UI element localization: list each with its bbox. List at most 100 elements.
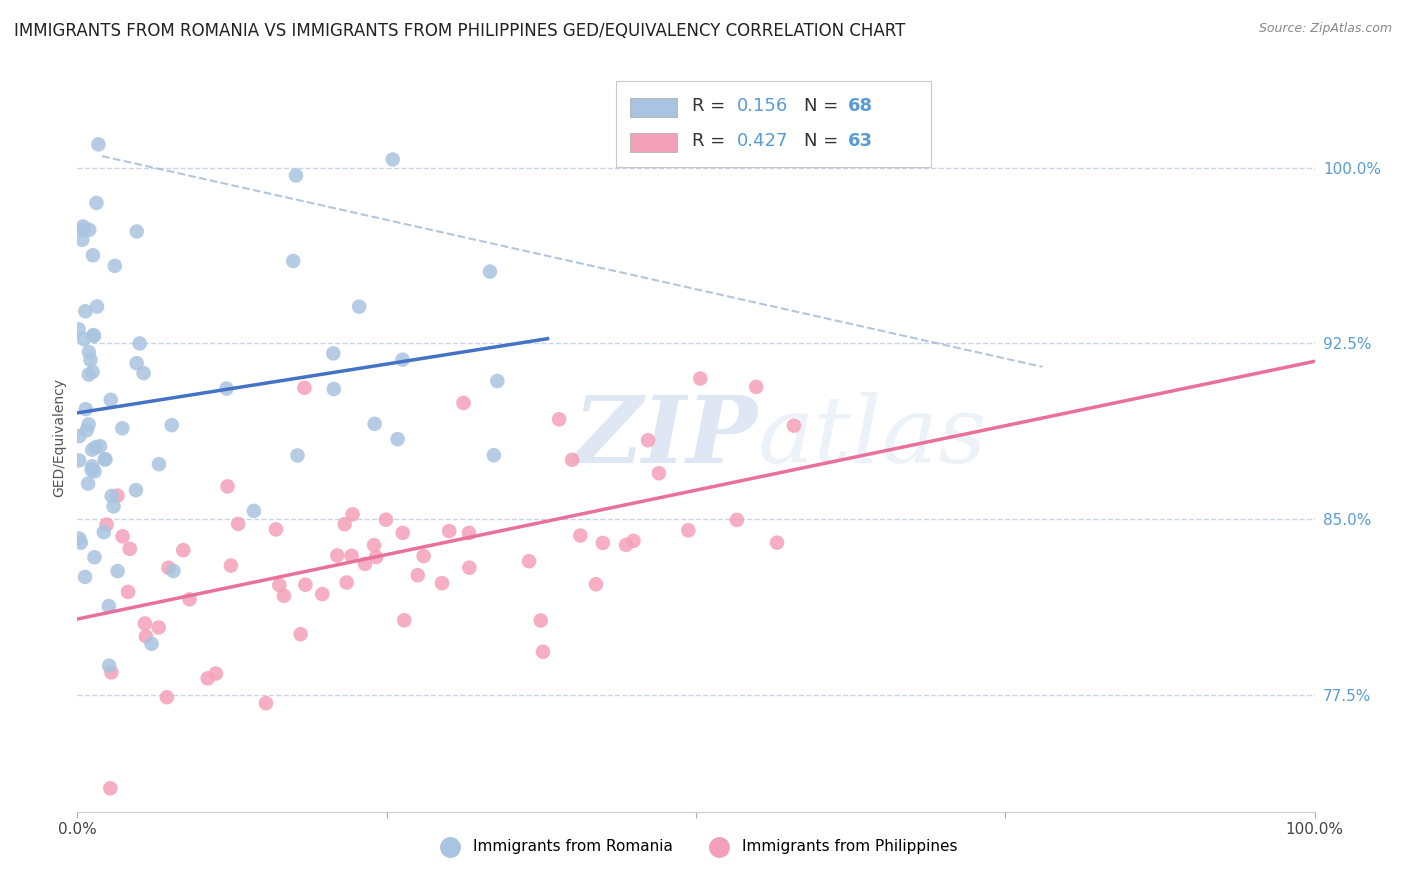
Point xyxy=(76,423,98,437)
Point xyxy=(219,558,242,573)
Point xyxy=(269,578,291,592)
Point xyxy=(412,549,434,563)
Bar xyxy=(630,133,678,153)
Point xyxy=(342,508,364,522)
Text: 0.427: 0.427 xyxy=(737,132,789,150)
Point xyxy=(283,254,305,268)
Point xyxy=(623,533,645,548)
Point xyxy=(162,564,184,578)
Point xyxy=(363,538,385,552)
Point xyxy=(135,629,157,643)
Legend: Immigrants from Romania, Immigrants from Philippines: Immigrants from Romania, Immigrants from… xyxy=(429,833,963,860)
Point xyxy=(132,366,155,380)
Point xyxy=(98,658,121,673)
Point xyxy=(96,517,118,532)
Text: atlas: atlas xyxy=(758,392,987,482)
Point xyxy=(72,233,94,247)
Point xyxy=(458,560,481,574)
Point xyxy=(67,429,90,443)
Point xyxy=(585,577,607,591)
Point xyxy=(745,380,768,394)
Point xyxy=(82,365,104,379)
Point xyxy=(98,781,121,796)
Point xyxy=(363,417,385,431)
Point xyxy=(125,225,148,239)
Point xyxy=(94,452,117,467)
Point xyxy=(83,550,105,565)
Point xyxy=(333,517,356,532)
Point xyxy=(226,516,249,531)
Point xyxy=(87,137,110,152)
Point xyxy=(453,396,475,410)
Point xyxy=(79,352,101,367)
Text: R =: R = xyxy=(692,132,731,150)
Point xyxy=(387,432,409,446)
Point xyxy=(322,346,344,360)
Point xyxy=(157,561,180,575)
Point xyxy=(67,453,90,467)
Text: Source: ZipAtlas.com: Source: ZipAtlas.com xyxy=(1258,22,1392,36)
Text: N =: N = xyxy=(804,132,844,150)
Point xyxy=(82,442,104,457)
Point xyxy=(93,452,115,467)
Text: 63: 63 xyxy=(848,132,873,150)
Point xyxy=(107,564,129,578)
Point xyxy=(86,300,108,314)
Point xyxy=(322,382,344,396)
Point xyxy=(84,440,107,454)
FancyBboxPatch shape xyxy=(616,81,931,168)
Point xyxy=(217,479,239,493)
Point xyxy=(160,418,183,433)
Text: 68: 68 xyxy=(848,97,873,115)
Point xyxy=(77,417,100,432)
Text: R =: R = xyxy=(692,97,731,115)
Point xyxy=(548,412,571,426)
Point xyxy=(141,637,163,651)
Point xyxy=(82,248,104,262)
Point xyxy=(437,524,460,538)
Point xyxy=(614,538,637,552)
Point xyxy=(243,504,266,518)
Point xyxy=(766,535,789,549)
Point xyxy=(205,666,228,681)
Point xyxy=(326,549,349,563)
Point xyxy=(273,589,295,603)
Point xyxy=(82,328,104,343)
Text: IMMIGRANTS FROM ROMANIA VS IMMIGRANTS FROM PHILIPPINES GED/EQUIVALENCY CORRELATI: IMMIGRANTS FROM ROMANIA VS IMMIGRANTS FR… xyxy=(14,22,905,40)
Point xyxy=(254,696,277,710)
Point xyxy=(77,345,100,359)
Point xyxy=(215,382,238,396)
Point xyxy=(156,690,179,705)
Y-axis label: GED/Equivalency: GED/Equivalency xyxy=(52,377,66,497)
Point xyxy=(148,457,170,471)
Point xyxy=(77,476,100,491)
Bar xyxy=(630,97,678,117)
Point xyxy=(294,578,316,592)
Point xyxy=(111,529,134,543)
Point xyxy=(70,535,93,549)
Point xyxy=(406,568,429,582)
Point xyxy=(561,452,583,467)
Point xyxy=(104,259,127,273)
Point xyxy=(67,322,90,336)
Point xyxy=(148,620,170,634)
Point xyxy=(725,513,748,527)
Point xyxy=(486,374,509,388)
Point xyxy=(125,356,148,370)
Point xyxy=(290,627,312,641)
Point xyxy=(340,549,363,563)
Point xyxy=(311,587,333,601)
Point xyxy=(72,219,94,234)
Text: 0.156: 0.156 xyxy=(737,97,787,115)
Point xyxy=(73,332,96,346)
Point xyxy=(458,525,481,540)
Point xyxy=(103,500,125,514)
Point xyxy=(637,434,659,448)
Point xyxy=(530,614,553,628)
Point xyxy=(77,368,100,382)
Point xyxy=(294,381,316,395)
Point xyxy=(75,304,97,318)
Point xyxy=(347,300,370,314)
Point xyxy=(391,352,413,367)
Point xyxy=(374,513,396,527)
